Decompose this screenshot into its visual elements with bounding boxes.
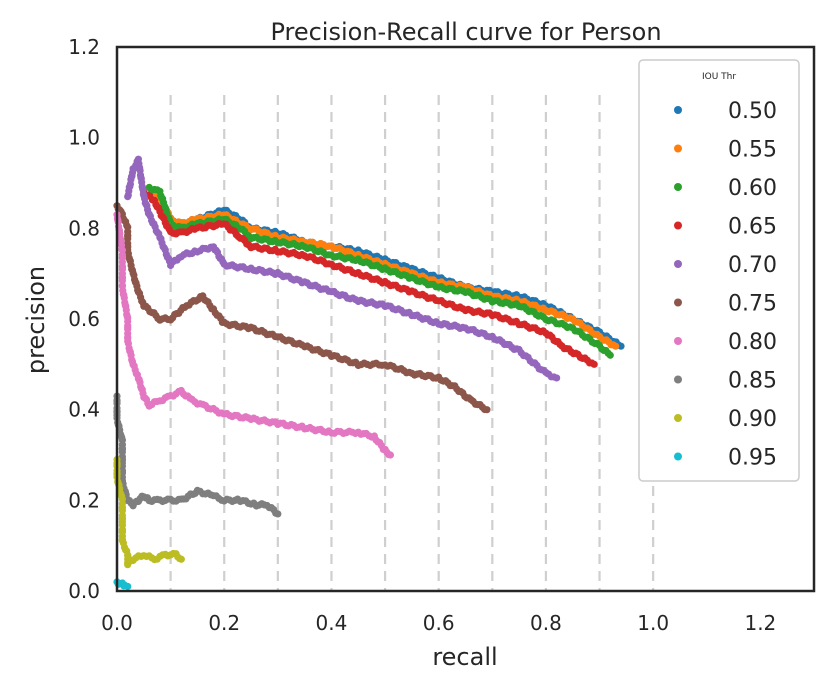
data-point [177,555,185,563]
series-0.80 [113,211,395,459]
y-tick-label: 0.8 [68,216,100,240]
legend-marker [674,452,682,461]
data-point [483,406,491,414]
y-tick-label: 0.2 [68,488,100,512]
legend-marker [674,106,682,114]
legend-item: 0.60 [674,176,777,201]
data-point [553,374,561,382]
x-axis-label: recall [432,643,497,671]
legend-marker [674,375,682,384]
legend-label: 0.75 [728,292,777,317]
x-tick-label: 0.4 [316,611,348,635]
series-0.90 [113,455,185,569]
plot-frame [115,45,816,593]
data-point [124,582,132,591]
legend-label: 0.50 [728,99,777,124]
data-point [606,351,614,359]
x-tick-label: 0.6 [423,611,455,635]
legend-item: 0.95 [674,446,777,471]
legend-marker [674,221,682,230]
legend-label: 0.95 [728,446,777,471]
legend-label: 0.65 [728,215,777,240]
x-tick-label: 1.2 [744,611,776,635]
data-point [386,451,395,459]
legend-item: 0.80 [674,330,777,355]
y-tick-labels: 0.0 0.2 0.4 0.6 0.8 1.0 1.2 [68,35,100,603]
y-tick-label: 0.6 [68,307,100,331]
dashed-grid-lines [169,95,655,591]
x-tick-labels: 0.0 0.2 0.4 0.6 0.8 1.0 1.2 [101,611,776,635]
y-tick-label: 0.4 [68,398,100,422]
legend-label: 0.70 [728,253,777,278]
legend-title: IOU Thr [702,72,736,82]
data-point [590,360,598,368]
data-point [617,342,625,350]
legend-marker [674,414,682,422]
legend-item: 0.90 [674,407,777,432]
y-tick-label: 1.0 [68,126,100,150]
legend-items: 0.50 0.55 0.60 0.65 0.70 0.75 0.80 0.85 0.90 0.95 [674,99,777,471]
y-tick-label: 0.0 [68,579,100,603]
legend-label: 0.90 [728,407,777,432]
legend-label: 0.85 [728,369,777,394]
legend-marker [674,298,682,307]
data-point [612,342,620,350]
x-tick-label: 0.8 [530,611,562,635]
legend-marker [674,183,682,191]
legend: IOU Thr 0.50 0.55 0.60 0.65 0.70 0.75 0.80 0.85… [638,59,800,482]
legend-item: 0.65 [674,215,777,240]
series-0.75 [113,202,491,414]
legend-item: 0.75 [674,292,777,317]
legend-marker [674,337,682,345]
chart-title: Precision-Recall curve for Person [270,18,661,46]
legend-item: 0.70 [674,253,777,278]
legend-item: 0.85 [674,369,777,394]
series-0.65 [140,188,598,368]
legend-item: 0.55 [674,138,777,163]
y-tick-label: 1.2 [68,35,100,59]
data-series [113,155,625,591]
data-point [274,510,282,518]
legend-label: 0.55 [728,138,777,163]
series-0.70 [124,155,561,382]
y-axis-label: precision [22,266,50,374]
legend-label: 0.60 [728,176,777,201]
legend-marker [674,144,682,153]
legend-marker [674,260,682,268]
legend-item: 0.50 [674,99,777,124]
x-tick-label: 0.0 [101,611,133,635]
x-tick-label: 1.0 [637,611,669,635]
x-tick-label: 0.2 [208,611,240,635]
legend-label: 0.80 [728,330,777,355]
series-0.85 [113,392,282,518]
